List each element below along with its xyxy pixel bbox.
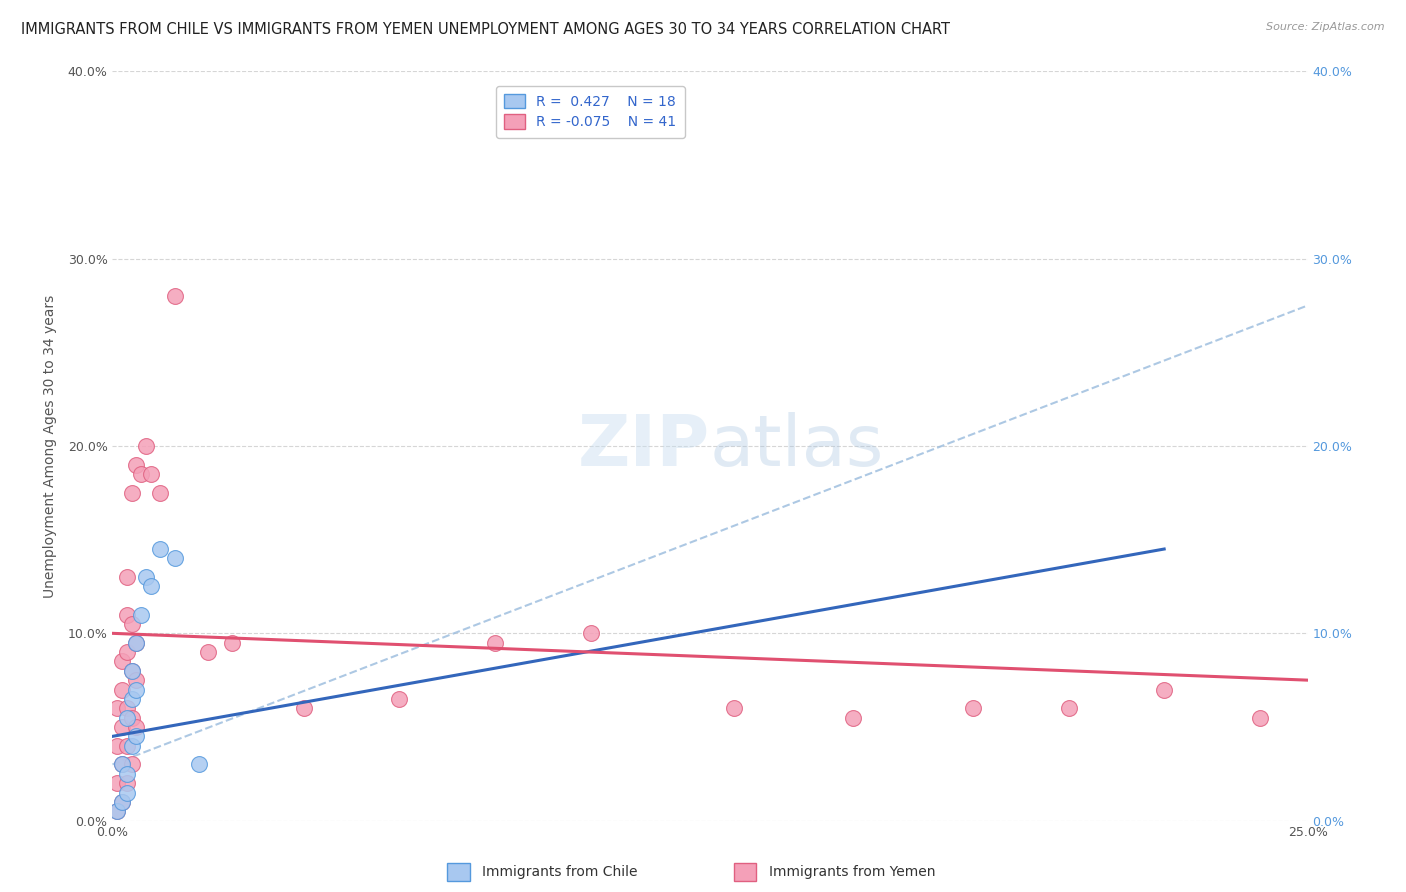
Point xyxy=(111,795,134,809)
Point xyxy=(388,692,411,706)
Point xyxy=(579,626,602,640)
Point xyxy=(125,720,148,734)
Point xyxy=(121,664,143,678)
Point xyxy=(105,805,128,819)
Point xyxy=(139,467,162,482)
Point xyxy=(221,635,243,649)
Point xyxy=(1249,710,1271,724)
Point xyxy=(163,289,186,303)
Point xyxy=(121,739,143,753)
Point xyxy=(135,570,157,584)
Point xyxy=(129,467,152,482)
Point xyxy=(121,710,143,724)
Point xyxy=(111,757,134,772)
Point xyxy=(121,692,143,706)
Point xyxy=(842,710,865,724)
Point xyxy=(111,682,134,697)
Point xyxy=(115,767,138,781)
Point xyxy=(125,730,148,744)
Point xyxy=(105,701,128,715)
Point xyxy=(121,486,143,500)
Point xyxy=(111,795,134,809)
Point xyxy=(115,701,138,715)
Point xyxy=(105,805,128,819)
Text: Immigrants from Chile: Immigrants from Chile xyxy=(482,865,638,880)
Point xyxy=(125,682,148,697)
Point xyxy=(105,776,128,790)
Legend: R =  0.427    N = 18, R = -0.075    N = 41: R = 0.427 N = 18, R = -0.075 N = 41 xyxy=(496,86,685,137)
Text: Immigrants from Yemen: Immigrants from Yemen xyxy=(769,865,935,880)
Point xyxy=(129,607,152,622)
Point xyxy=(111,757,134,772)
Point xyxy=(115,645,138,659)
Point xyxy=(115,776,138,790)
Point xyxy=(121,757,143,772)
Text: atlas: atlas xyxy=(710,411,884,481)
Point xyxy=(149,486,172,500)
Point xyxy=(115,739,138,753)
Point xyxy=(121,664,143,678)
Point xyxy=(135,439,157,453)
Point xyxy=(111,655,134,669)
Point xyxy=(111,720,134,734)
Point xyxy=(484,635,506,649)
Text: ZIP: ZIP xyxy=(578,411,710,481)
Point xyxy=(125,635,148,649)
Point xyxy=(1153,682,1175,697)
Point xyxy=(723,701,745,715)
Text: IMMIGRANTS FROM CHILE VS IMMIGRANTS FROM YEMEN UNEMPLOYMENT AMONG AGES 30 TO 34 : IMMIGRANTS FROM CHILE VS IMMIGRANTS FROM… xyxy=(21,22,950,37)
Point xyxy=(115,786,138,800)
Text: Source: ZipAtlas.com: Source: ZipAtlas.com xyxy=(1267,22,1385,32)
Point xyxy=(187,757,209,772)
Point xyxy=(115,607,138,622)
Point xyxy=(125,673,148,688)
Point xyxy=(105,739,128,753)
Point xyxy=(115,710,138,724)
Point xyxy=(115,570,138,584)
Point xyxy=(1057,701,1080,715)
Point xyxy=(125,458,148,472)
Y-axis label: Unemployment Among Ages 30 to 34 years: Unemployment Among Ages 30 to 34 years xyxy=(42,294,56,598)
Point xyxy=(197,645,219,659)
Point xyxy=(163,551,186,566)
Point xyxy=(962,701,984,715)
Point xyxy=(149,542,172,557)
Point xyxy=(121,617,143,632)
Point xyxy=(292,701,315,715)
Point xyxy=(125,635,148,649)
Point xyxy=(139,580,162,594)
